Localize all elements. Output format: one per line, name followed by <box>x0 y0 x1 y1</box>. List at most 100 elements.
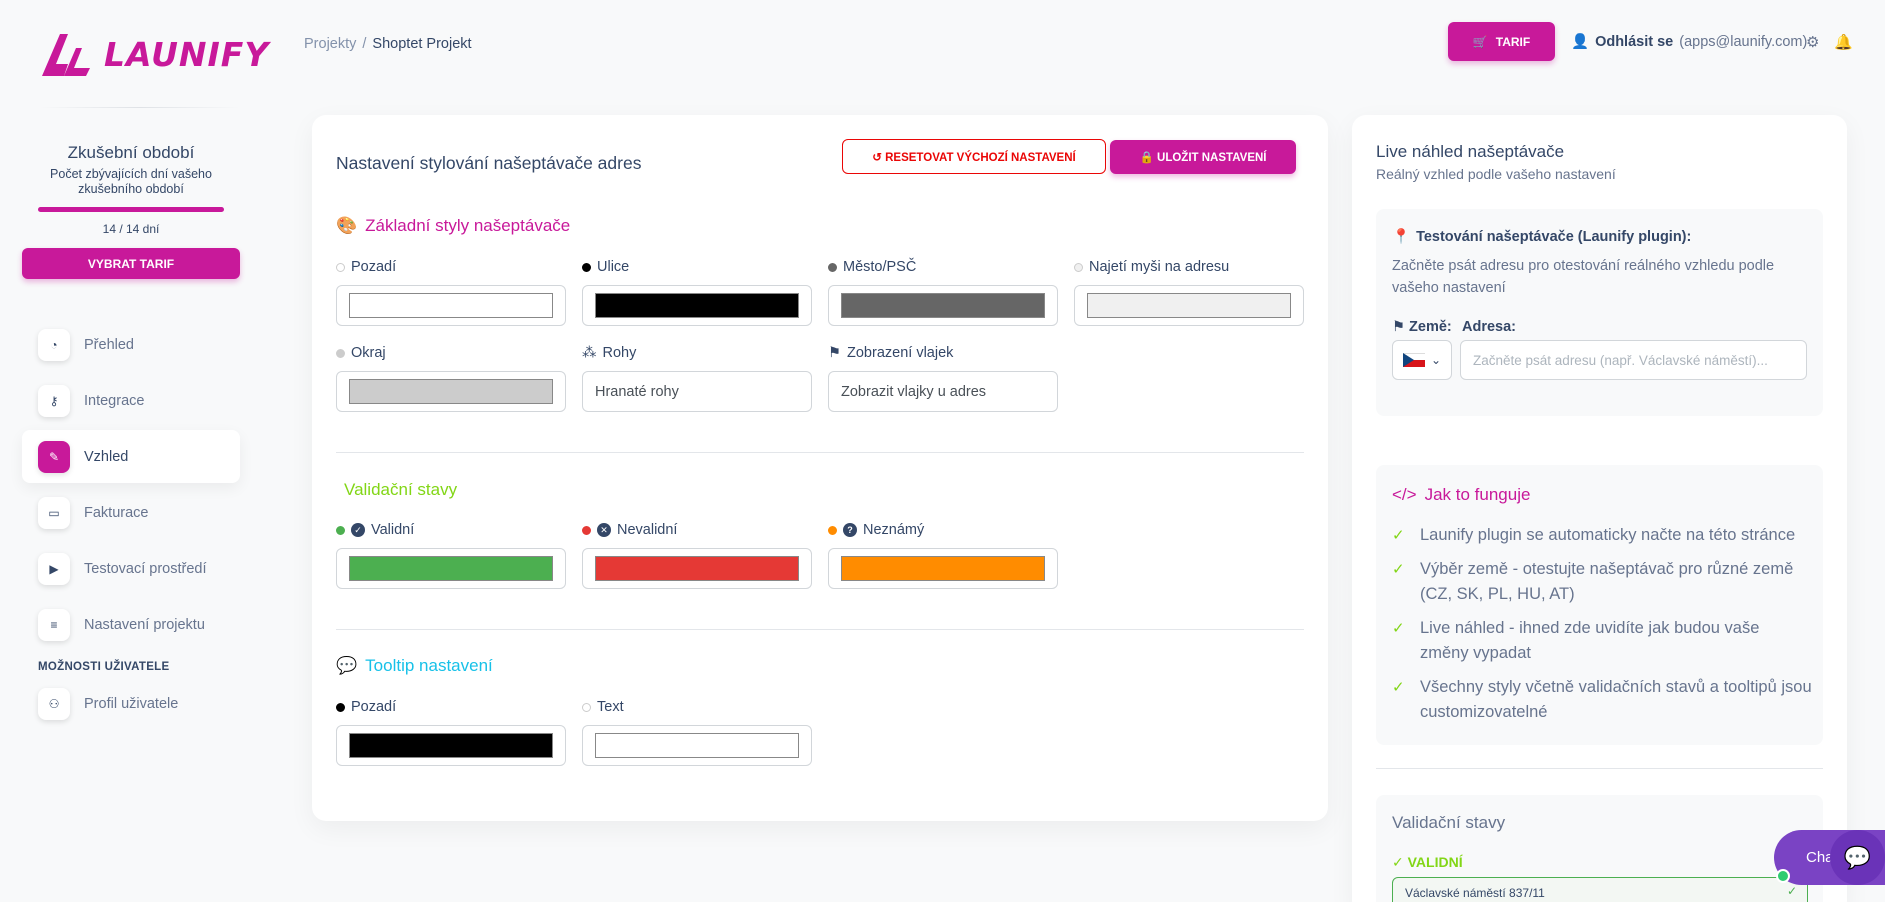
background-color-picker[interactable] <box>336 285 566 326</box>
check-icon: ✓ <box>1392 561 1405 578</box>
color-dot-icon <box>582 525 591 535</box>
color-dot-icon <box>1074 262 1083 272</box>
sidebar-item-label: Integrace <box>84 392 145 409</box>
validation-heading: Validační stavy <box>344 480 458 499</box>
choose-tarif-button[interactable]: VYBRAT TARIF <box>22 248 240 279</box>
breadcrumb: Projekty / Shoptet Projekt <box>304 36 472 52</box>
online-status-dot <box>1776 869 1790 883</box>
tooltip-text-color-picker[interactable] <box>582 725 812 766</box>
chevron-down-icon: ⌄ <box>1430 353 1442 367</box>
gear-icon[interactable]: ⚙ <box>1806 34 1820 51</box>
check-icon: ✓ <box>1392 620 1405 637</box>
comment-icon: 💬 <box>336 656 358 675</box>
hover-color-picker[interactable] <box>1074 285 1304 326</box>
field-label: Validní <box>371 522 415 538</box>
valid-status-label: ✓ VALIDNÍ <box>1392 854 1463 870</box>
sidebar-item-vzhled[interactable]: ✎ Vzhled <box>22 430 240 483</box>
city-color-picker[interactable] <box>828 285 1058 326</box>
logout-link[interactable]: 👤 Odhlásit se (apps@launify.com) <box>1571 33 1807 51</box>
sidebar-item-profil[interactable]: ⚇ Profil uživatele <box>22 677 240 730</box>
field-label: Zobrazení vlajek <box>847 345 954 361</box>
user-icon: 👤 <box>1571 34 1590 50</box>
color-dot-icon <box>828 525 837 535</box>
settings-card: Nastavení stylování našeptávače adres ↺ … <box>312 115 1328 821</box>
field-tooltip-text: Text <box>582 697 812 766</box>
check-icon: ✓ <box>1392 679 1405 696</box>
street-color-picker[interactable] <box>582 285 812 326</box>
reset-defaults-button[interactable]: ↺ RESETOVAT VÝCHOZÍ NASTAVENÍ <box>842 139 1106 174</box>
color-swatch <box>841 293 1045 318</box>
list-item: ✓ Live náhled - ihned zde uvidíte jak bud… <box>1392 616 1812 666</box>
color-dot-icon <box>336 348 345 358</box>
sidebar: LAUNIFY Zkušební období Počet zbývajícíc… <box>0 0 268 902</box>
field-label: Nevalidní <box>617 522 678 538</box>
list-item: ✓ Výběr země - otestujte našeptávač pro r… <box>1392 557 1812 607</box>
sidebar-item-fakturace[interactable]: ▭ Fakturace <box>22 486 240 539</box>
corners-select[interactable]: Hranaté rohy <box>582 371 812 412</box>
field-hover: Najetí myši na adresu <box>1074 257 1304 326</box>
tarif-button[interactable]: 🛒 TARIF <box>1448 22 1555 61</box>
launify-logo-icon <box>42 34 90 76</box>
gauge-icon: ◔ <box>38 328 70 361</box>
preview-subtitle: Reálný vzhled podle vašeho nastavení <box>1376 166 1616 182</box>
chat-label: Chat <box>1806 849 1838 866</box>
check-icon: ✓ <box>1392 527 1405 544</box>
trial-title: Zkušební období <box>67 143 195 162</box>
color-swatch <box>595 293 799 318</box>
country-select[interactable]: ⌄ <box>1392 340 1452 380</box>
field-label: Najetí myši na adresu <box>1089 259 1230 275</box>
flags-select[interactable]: Zobrazit vlajky u adres <box>828 371 1058 412</box>
section-divider <box>1376 768 1823 769</box>
sidebar-item-nastaveni-projektu[interactable]: ≡ Nastavení projektu <box>22 598 240 651</box>
sample-address-text: Václavské náměstí 837/11 <box>1405 886 1545 900</box>
field-pozadi: Pozadí <box>336 257 566 326</box>
sliders-icon: ≡ <box>38 608 70 641</box>
invalid-color-picker[interactable] <box>582 548 812 589</box>
color-swatch <box>595 556 799 581</box>
pencil-icon: ✎ <box>38 440 70 473</box>
sidebar-item-testovaci-prostredi[interactable]: ▶ Testovací prostředí <box>22 542 240 595</box>
x-circle-icon: ✕ <box>597 523 611 537</box>
basic-styles-heading-text: Základní styly našeptávače <box>365 216 571 235</box>
question-circle-icon: ? <box>843 523 857 537</box>
flag-icon: ⚑ <box>828 345 841 361</box>
sidebar-item-label: Testovací prostředí <box>84 560 207 577</box>
color-swatch <box>349 293 553 318</box>
tooltip-heading-text: Tooltip nastavení <box>365 656 493 675</box>
chat-widget[interactable]: Chat 💬 <box>1774 830 1885 885</box>
code-icon: </> <box>1392 485 1417 504</box>
list-item-text: Launify plugin se automaticky načte na t… <box>1420 526 1796 544</box>
section-divider <box>336 629 1304 630</box>
field-label: Rohy <box>602 345 637 361</box>
logo[interactable]: LAUNIFY <box>38 30 269 78</box>
save-settings-button[interactable]: 🔒 ULOŽIT NASTAVENÍ <box>1110 140 1296 174</box>
tooltip-background-color-picker[interactable] <box>336 725 566 766</box>
key-icon: ⚷ <box>38 384 70 417</box>
preview-card: Live náhled našeptávače Reálný vzhled po… <box>1352 115 1847 902</box>
breadcrumb-parent[interactable]: Projekty <box>304 36 357 52</box>
field-label: Okraj <box>351 345 386 361</box>
sidebar-item-prehled[interactable]: ◔ Přehled <box>22 318 240 371</box>
border-color-picker[interactable] <box>336 371 566 412</box>
check-circle-icon: ✓ <box>351 523 365 537</box>
address-input[interactable] <box>1460 340 1807 380</box>
color-swatch <box>349 556 553 581</box>
field-invalid: ✕ Nevalidní <box>582 520 812 589</box>
color-swatch <box>349 379 553 404</box>
sidebar-item-label: Přehled <box>84 336 134 353</box>
breadcrumb-current: Shoptet Projekt <box>372 36 472 52</box>
sidebar-item-label: Fakturace <box>84 504 149 521</box>
list-item: ✓ Launify plugin se automaticky načte na … <box>1392 523 1812 548</box>
color-dot-icon <box>336 702 345 712</box>
unknown-color-picker[interactable] <box>828 548 1058 589</box>
field-ulice: Ulice <box>582 257 812 326</box>
test-heading: 📍 Testování našeptávače (Launify plugin)… <box>1392 228 1691 246</box>
cart-icon: 🛒 <box>1472 34 1488 49</box>
sidebar-item-integrace[interactable]: ⚷ Integrace <box>22 374 240 427</box>
card-icon: ▭ <box>38 496 70 529</box>
chat-bubble-icon: 💬 <box>1830 830 1885 885</box>
bell-icon[interactable]: 🔔 <box>1834 34 1853 51</box>
breadcrumb-separator: / <box>362 36 367 52</box>
valid-color-picker[interactable] <box>336 548 566 589</box>
field-label: Pozadí <box>351 699 397 715</box>
